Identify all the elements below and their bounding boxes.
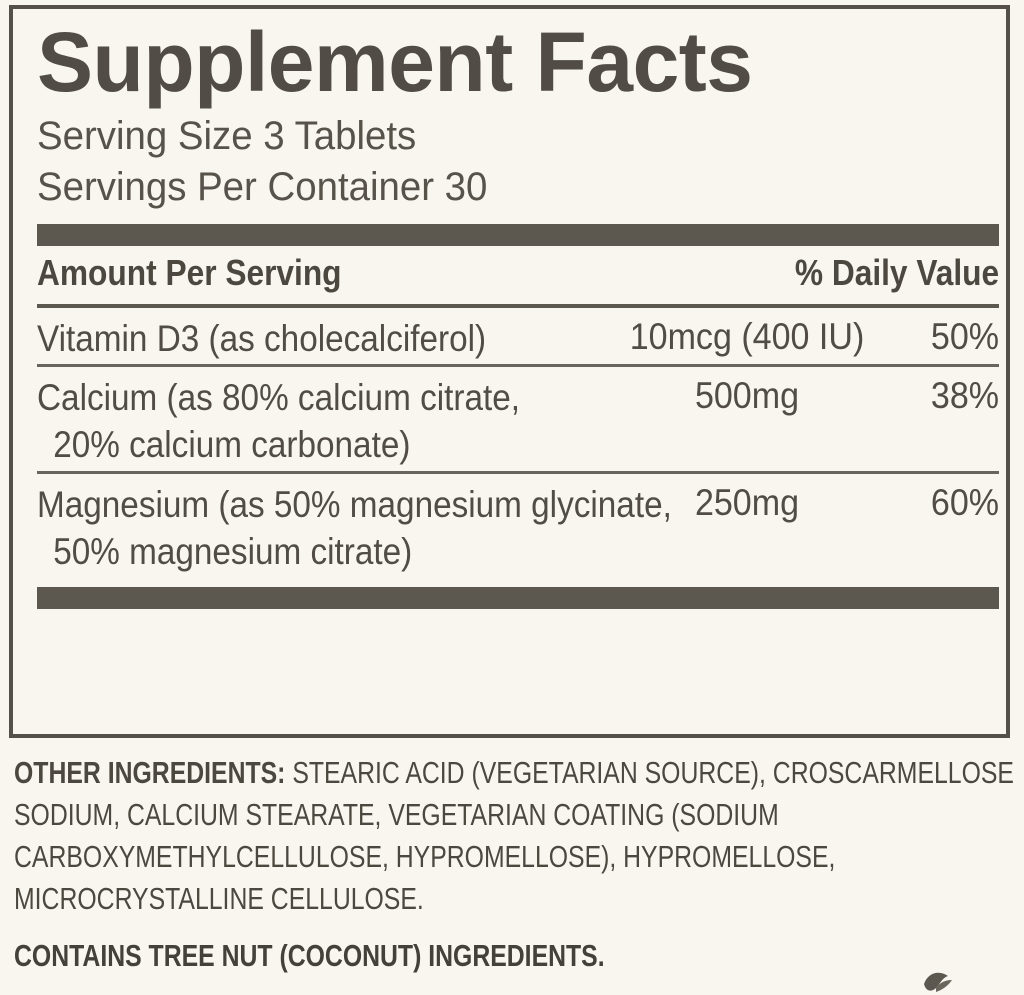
serving-size: Serving Size 3 Tablets — [37, 114, 417, 159]
nutrient-amount: 10mcg (400 IU) — [629, 316, 865, 358]
nutrient-name: Calcium (as 80% calcium citrate, 20% cal… — [37, 375, 520, 469]
nutrient-daily-value: 38% — [930, 375, 999, 417]
rule-thin-under-header — [37, 304, 999, 309]
other-ingredients-label: OTHER INGREDIENTS: — [14, 755, 286, 790]
rule-thick-top — [37, 224, 999, 247]
other-ingredients-text: STEARIC ACID (VEGETARIAN SOURCE), CROSCA… — [14, 755, 1014, 917]
nutrient-name-line1: Vitamin D3 (as cholecalciferol) — [37, 318, 487, 360]
leaf-mark-icon — [918, 962, 958, 995]
servings-per-container: Servings Per Container 30 — [37, 164, 488, 209]
nutrient-name-line2: 20% calcium carbonate) — [53, 424, 411, 466]
daily-value-header: % Daily Value — [794, 252, 999, 294]
rule-thick-bottom — [37, 587, 999, 610]
spacer — [37, 212, 995, 224]
table-row: Magnesium (as 50% magnesium glycinate, 5… — [37, 474, 999, 578]
table-row: Vitamin D3 (as cholecalciferol) 10mcg (4… — [37, 308, 999, 364]
rule-hair-2 — [37, 471, 999, 475]
table-row: Calcium (as 80% calcium citrate, 20% cal… — [37, 367, 999, 471]
nutrient-name-line1: Calcium (as 80% calcium citrate, — [37, 377, 521, 419]
nutrient-amount: 500mg — [694, 375, 800, 417]
panel-title: Supplement Facts — [37, 15, 753, 109]
supplement-facts-panel: Supplement Facts Serving Size 3 Tablets … — [9, 5, 1010, 738]
amount-per-serving-header: Amount Per Serving — [37, 252, 342, 294]
contains-allergen-statement: CONTAINS TREE NUT (COCONUT) INGREDIENTS. — [14, 937, 605, 973]
nutrient-name: Vitamin D3 (as cholecalciferol) — [37, 316, 486, 363]
nutrient-daily-value: 60% — [930, 482, 999, 524]
nutrient-amount: 250mg — [694, 482, 800, 524]
table-header-row: Amount Per Serving % Daily Value — [37, 246, 999, 304]
nutrient-name: Magnesium (as 50% magnesium glycinate, 5… — [37, 482, 672, 576]
rule-hair-1 — [37, 364, 999, 368]
footer-text-block: OTHER INGREDIENTS: STEARIC ACID (VEGETAR… — [14, 752, 1014, 974]
nutrient-daily-value: 50% — [930, 316, 999, 358]
serving-information: Serving Size 3 Tablets Servings Per Cont… — [37, 111, 995, 212]
other-ingredients-paragraph: OTHER INGREDIENTS: STEARIC ACID (VEGETAR… — [14, 752, 1014, 921]
nutrient-name-line1: Magnesium (as 50% magnesium glycinate, — [37, 484, 672, 526]
spacer — [37, 578, 995, 587]
nutrient-name-line2: 50% magnesium citrate) — [53, 531, 413, 573]
supplement-facts-content: Supplement Facts Serving Size 3 Tablets … — [37, 9, 999, 734]
